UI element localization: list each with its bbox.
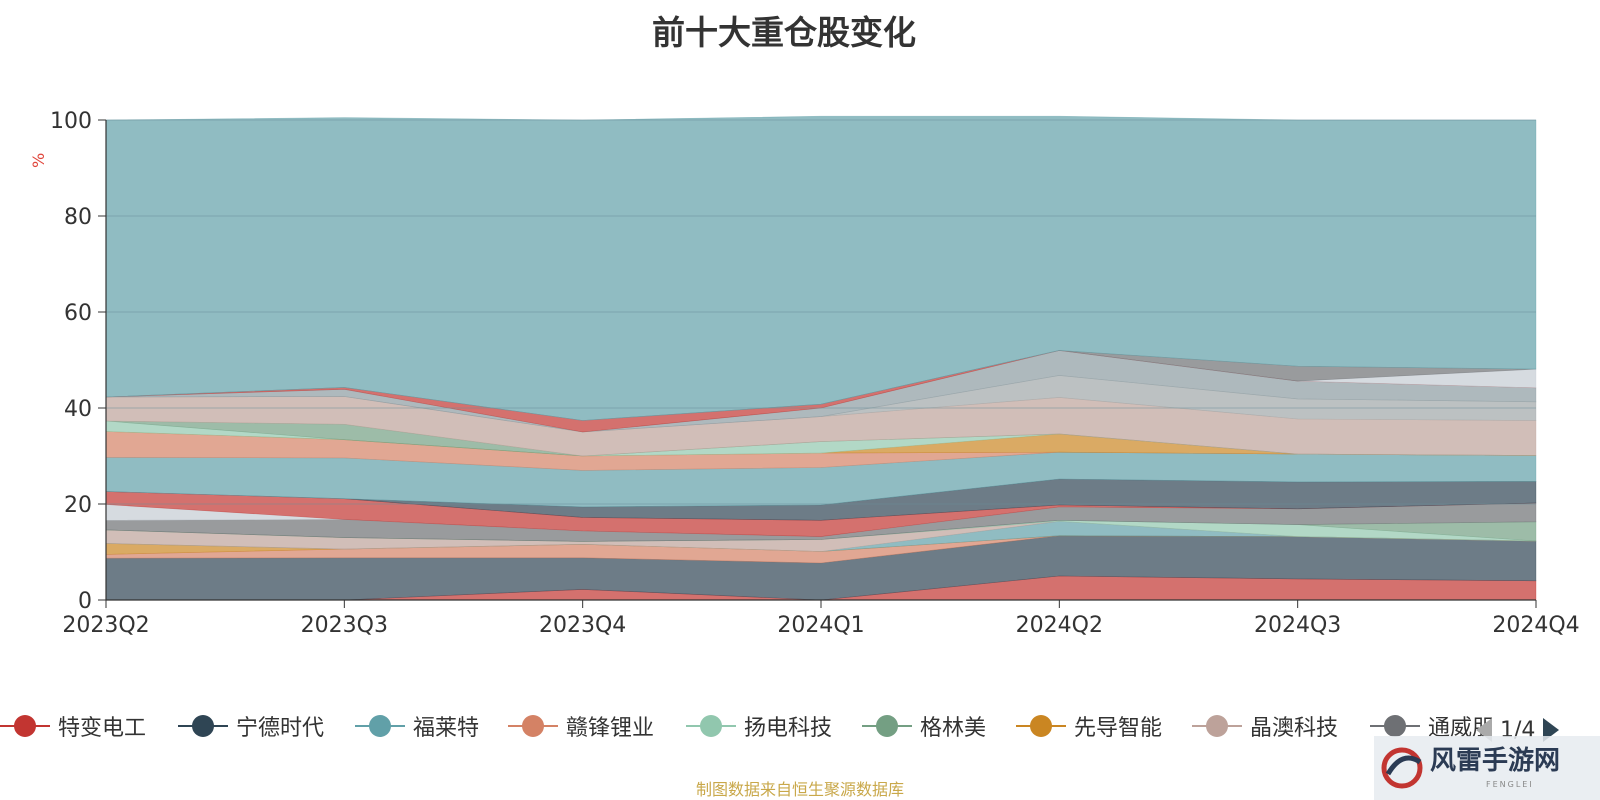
legend-item[interactable]: 先导智能 xyxy=(1016,708,1162,744)
y-tick-label: 0 xyxy=(78,589,92,614)
legend-marker-icon xyxy=(1370,715,1420,737)
y-tick-label: 40 xyxy=(64,397,92,422)
legend-marker-icon xyxy=(686,715,736,737)
legend-marker-icon xyxy=(862,715,912,737)
legend-marker-icon xyxy=(1192,715,1242,737)
legend-item[interactable]: 特变电工 xyxy=(0,708,146,744)
legend-item[interactable]: 赣锋锂业 xyxy=(508,708,654,744)
legend-marker-icon xyxy=(355,715,405,737)
watermark-logo: 风雷手游网 FENGLEI xyxy=(1374,736,1600,800)
legend-marker-icon xyxy=(178,715,228,737)
legend-label: 格林美 xyxy=(920,716,987,741)
x-tick-label: 2024Q3 xyxy=(1254,613,1341,638)
watermark-subtext: FENGLEI xyxy=(1486,780,1534,789)
legend-label: 先导智能 xyxy=(1074,716,1163,741)
y-tick-label: 60 xyxy=(64,301,92,326)
source-note: 制图数据来自恒生聚源数据库 xyxy=(695,780,904,799)
legend-label: 福莱特 xyxy=(413,716,480,741)
x-tick-label: 2024Q2 xyxy=(1016,613,1103,638)
stacked-area-chart: 0 20 40 60 80 100 2023Q2 2023Q3 2023Q4 2024Q1 2024… xyxy=(29,109,1580,638)
x-tick-label: 2023Q3 xyxy=(301,613,388,638)
swirl-logo-icon xyxy=(1381,747,1423,789)
legend-item[interactable]: 扬电科技 xyxy=(686,708,832,744)
legend-item[interactable]: 格林美 xyxy=(862,708,986,744)
y-tick-label: 80 xyxy=(64,205,92,230)
x-tick-label: 2023Q2 xyxy=(62,613,149,638)
legend-item[interactable]: 宁德时代 xyxy=(178,708,324,744)
legend-marker-icon xyxy=(0,715,50,737)
legend-item[interactable]: 福莱特 xyxy=(355,708,479,744)
legend-label: 扬电科技 xyxy=(744,716,833,741)
legend-label: 宁德时代 xyxy=(236,716,325,741)
y-axis-label: % xyxy=(29,153,48,168)
x-tick-label: 2024Q1 xyxy=(777,613,864,638)
chart-title: 前十大重仓股变化 xyxy=(652,13,916,52)
legend-label: 特变电工 xyxy=(58,716,147,741)
area-layer-24[interactable] xyxy=(105,115,1537,421)
legend-item[interactable]: 晶澳科技 xyxy=(1192,708,1338,744)
axes: 0 20 40 60 80 100 2023Q2 2023Q3 2023Q4 2024Q1 2024… xyxy=(50,109,1580,638)
grid-lines xyxy=(106,119,1536,505)
y-tick-label: 20 xyxy=(64,493,92,518)
legend-label: 晶澳科技 xyxy=(1250,716,1339,741)
area-layers xyxy=(105,115,1537,601)
y-tick-label: 100 xyxy=(50,109,92,134)
legend-label: 赣锋锂业 xyxy=(566,716,655,741)
x-tick-label: 2024Q4 xyxy=(1492,613,1579,638)
legend-marker-icon xyxy=(508,715,558,737)
x-tick-label: 2023Q4 xyxy=(539,613,626,638)
legend-marker-icon xyxy=(1016,715,1066,737)
legend: 特变电工 宁德时代 福莱特 赣锋锂业 扬电科技 格林美 先导智能 晶澳科技 通威朋 xyxy=(0,708,1600,744)
watermark-text: 风雷手游网 xyxy=(1430,746,1561,776)
